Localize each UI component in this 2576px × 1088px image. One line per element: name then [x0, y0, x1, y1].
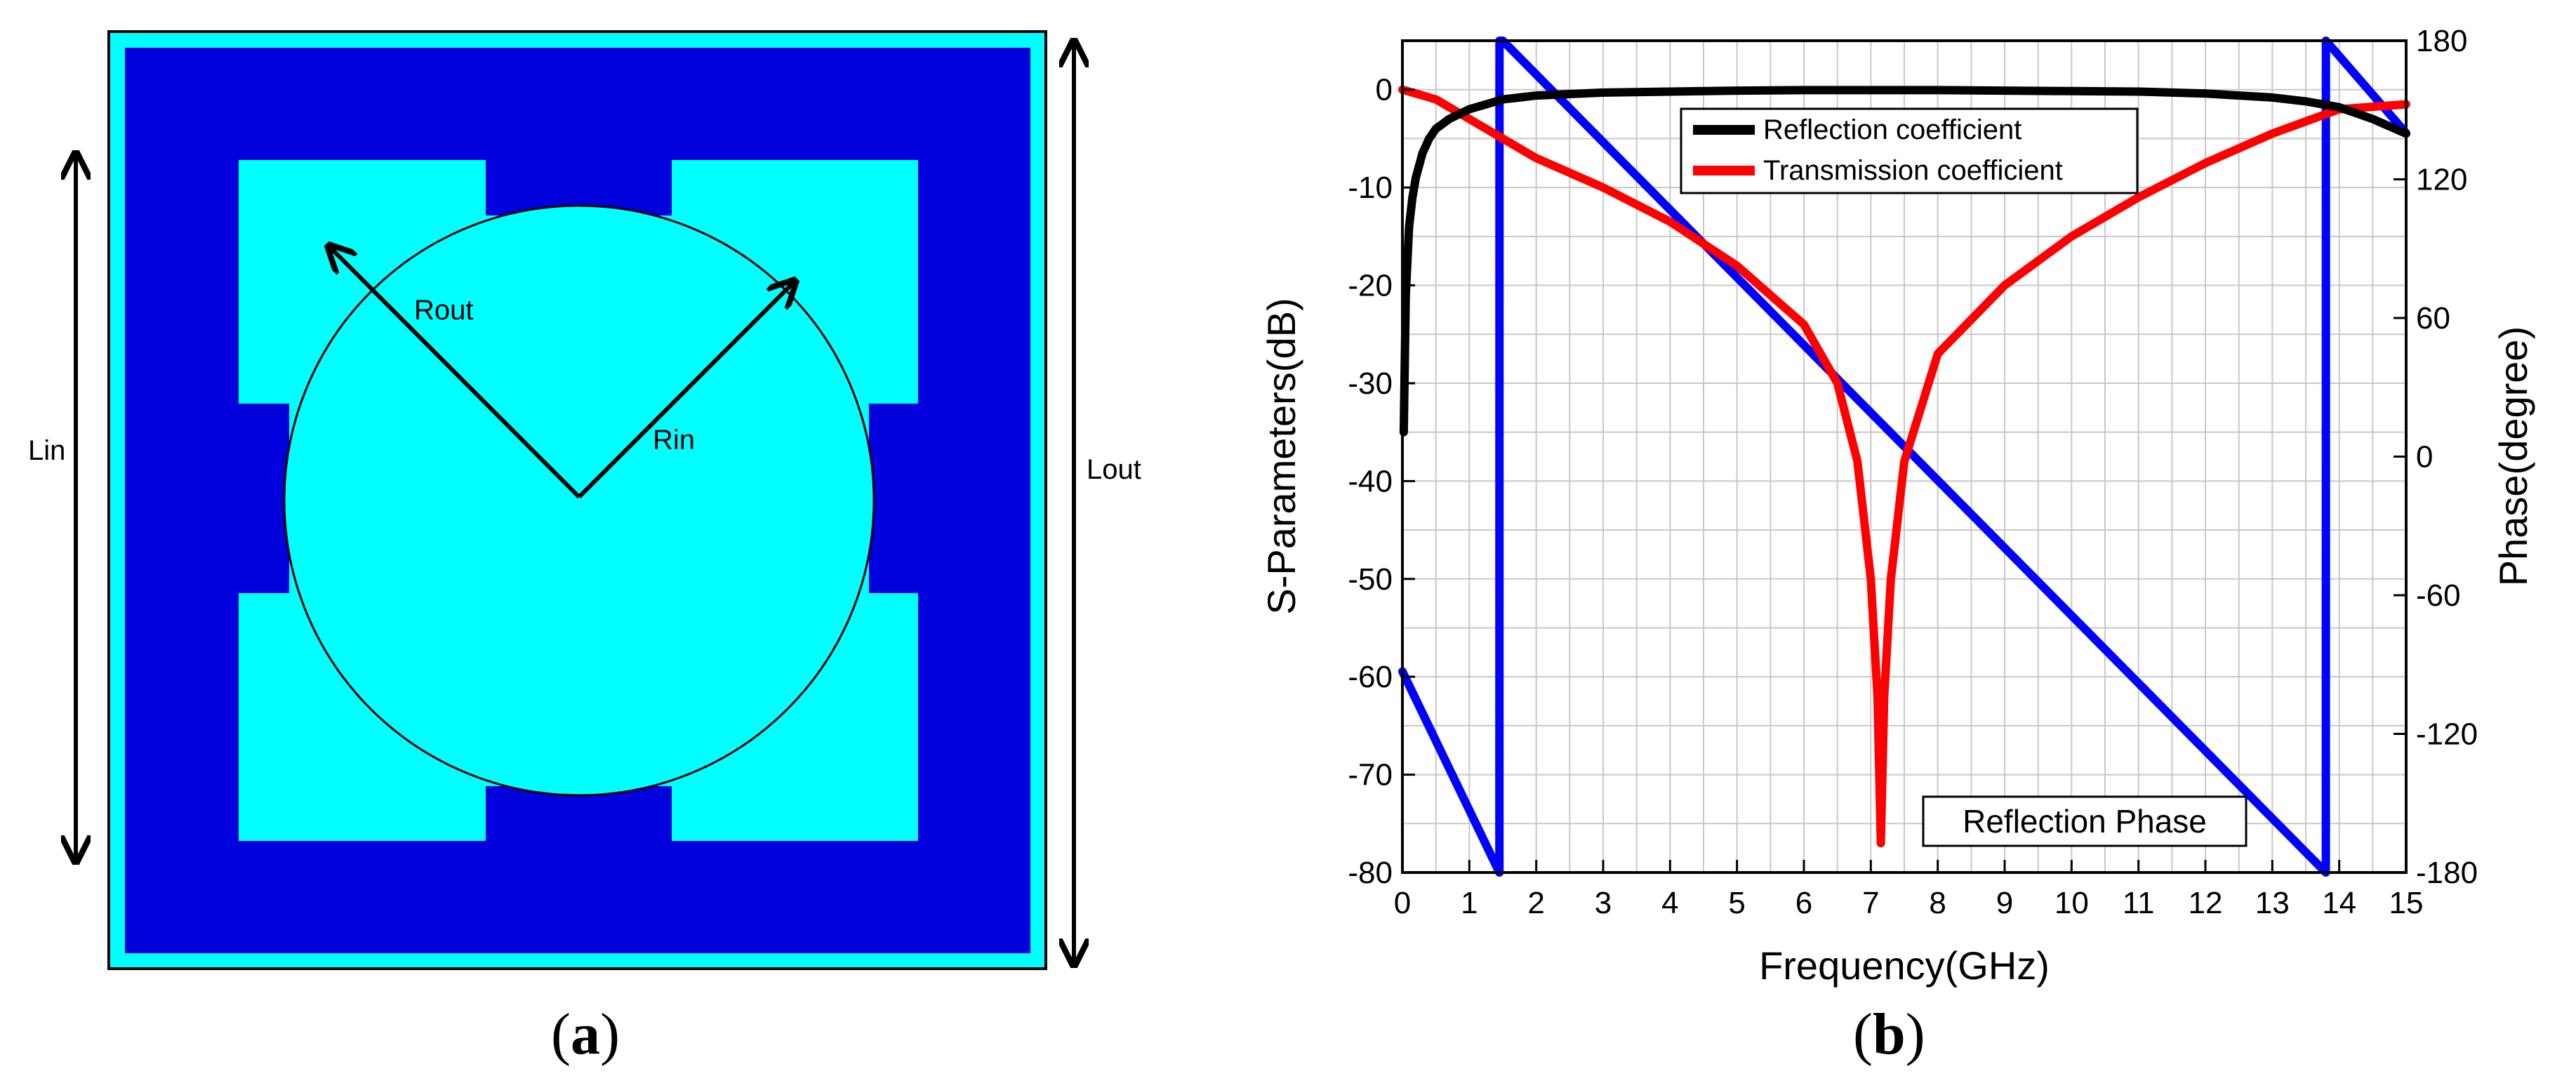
annotation-reflection-phase: Reflection Phase [1922, 795, 2248, 847]
legend-label-reflection: Reflection coefficient [1763, 114, 2021, 145]
x-ticks: 0 1 2 3 4 5 6 7 8 9 10 11 12 13 14 15 [1394, 860, 2424, 920]
x-tick-label: 5 [1728, 886, 1745, 920]
gap-right [869, 404, 925, 593]
legend: Reflection coefficient Transmission coef… [1680, 107, 2139, 194]
y-tick-label: -80 [1348, 856, 1393, 890]
gap-left [233, 404, 289, 593]
legend-label-transmission: Transmission coefficient [1763, 155, 2063, 186]
y2-tick-label: 180 [2416, 24, 2467, 58]
y2-axis-label: Phase(degree) [2491, 326, 2535, 586]
x-tick-label: 3 [1595, 886, 1612, 920]
x-tick-label: 6 [1795, 886, 1812, 920]
caption-b-letter: b [1872, 1002, 1906, 1067]
y-tick-label: -70 [1348, 758, 1393, 792]
rin-label: Rin [653, 425, 695, 456]
rout-label: Rout [414, 295, 474, 326]
rin-arrow [577, 281, 795, 499]
legend-box [1680, 107, 2139, 194]
y2-ticks: 180 120 60 0 -60 -120 -180 [2394, 24, 2478, 890]
y-axis-label: S-Parameters(dB) [1259, 298, 1303, 614]
y2-tick-label: -180 [2416, 856, 2478, 890]
lout-label: Lout [1087, 454, 1141, 485]
x-tick-label: 12 [2189, 886, 2223, 920]
y2-tick-label: 60 [2416, 301, 2450, 336]
caption-a-open: ( [551, 1002, 571, 1067]
y-tick-label: -10 [1348, 171, 1393, 205]
reflection-coefficient-line [1399, 86, 2410, 437]
lin-label: Lin [28, 435, 65, 466]
annotation-box [1922, 795, 2248, 847]
y2-tick-label: -120 [2416, 717, 2478, 752]
panel-a-unit-cell: Rout Rin Lin Lout [28, 30, 1141, 970]
x-tick-label: 7 [1862, 886, 1879, 920]
x-tick-label: 4 [1661, 886, 1678, 920]
panel-b-chart: 0 1 2 3 4 5 6 7 8 9 10 11 12 13 14 15 0-10-20-30-40-50-… [1259, 24, 2535, 988]
caption-b-open: ( [1853, 1002, 1873, 1067]
caption-a: (a) [551, 1000, 620, 1068]
x-tick-label: 1 [1461, 886, 1478, 920]
x-tick-label: 15 [2389, 886, 2424, 920]
y-tick-label: -50 [1348, 562, 1393, 597]
y-ticks: 0 -10 -20 -30 -40 -50 -60 -70 -80 [1348, 73, 1415, 890]
y-tick-label: -40 [1348, 464, 1393, 498]
y2-tick-label: -60 [2416, 578, 2461, 613]
caption-b: (b) [1853, 1000, 1925, 1068]
x-tick-label: 11 [2123, 886, 2155, 920]
y-tick-label: 0 [1376, 73, 1393, 107]
y2-tick-label: 120 [2416, 163, 2467, 197]
inner-circle-substrate [283, 204, 875, 797]
y-tick-label: -20 [1348, 269, 1393, 303]
y2-tick-label: 0 [2416, 440, 2433, 475]
x-tick-label: 2 [1527, 886, 1544, 920]
caption-a-letter: a [570, 1002, 600, 1067]
x-tick-label: 14 [2322, 886, 2356, 920]
x-tick-label: 10 [2054, 886, 2089, 920]
rout-arrow [328, 246, 581, 499]
transmission-coefficient-line [1398, 85, 2410, 848]
corner-squares-substrate [239, 160, 918, 841]
caption-b-close: ) [1905, 1002, 1925, 1067]
x-tick-label: 13 [2255, 886, 2290, 920]
caption-a-close: ) [599, 1002, 620, 1067]
x-tick-label: 0 [1394, 886, 1411, 920]
annotation-text: Reflection Phase [1963, 803, 2207, 840]
y-tick-label: -60 [1348, 660, 1393, 694]
x-tick-label: 8 [1929, 886, 1946, 920]
x-axis-label: Frequency(GHz) [1759, 943, 2050, 988]
x-tick-label: 9 [1996, 886, 2013, 920]
y-tick-label: -30 [1348, 366, 1393, 401]
